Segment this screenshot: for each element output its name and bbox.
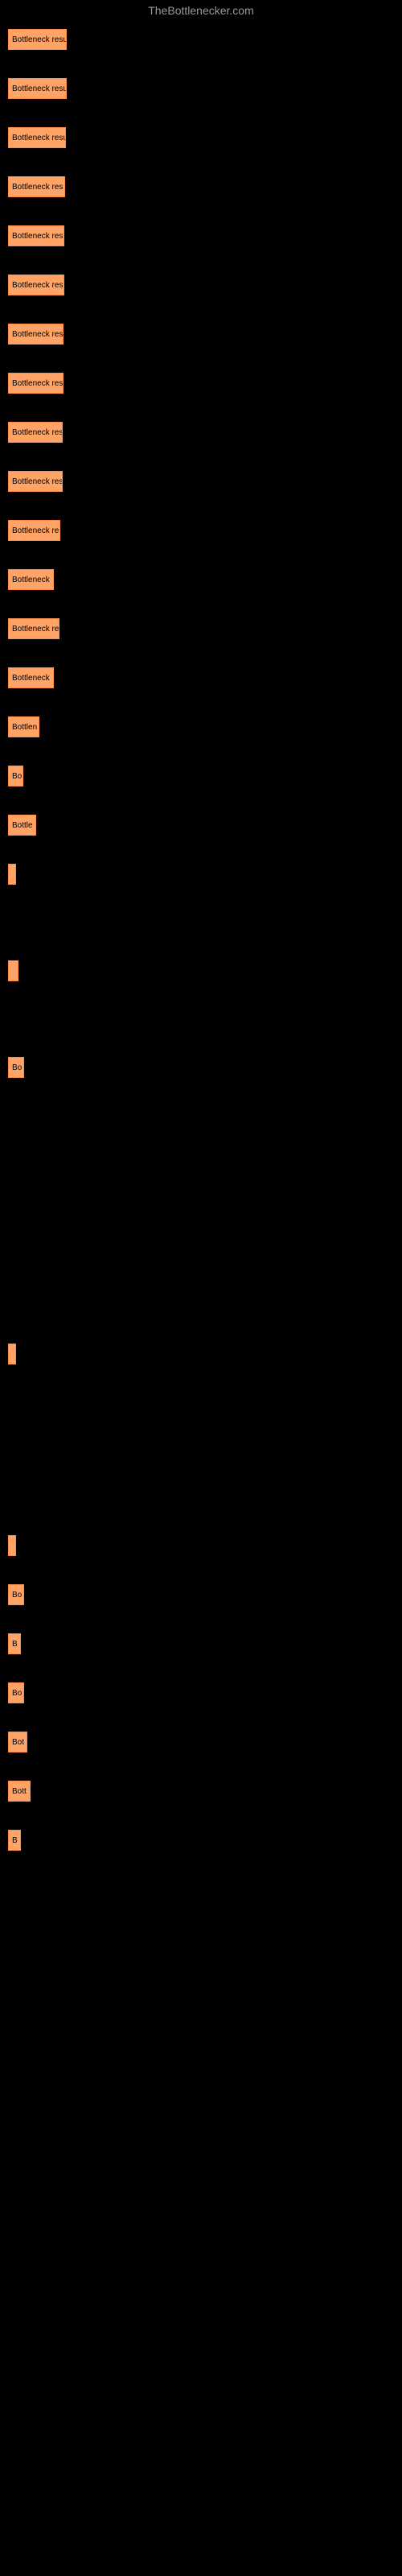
header-title: TheBottlenecker.com — [148, 4, 254, 17]
bar-row: Bottleneck res — [8, 471, 394, 492]
bar-row: Bo — [8, 1057, 394, 1078]
bar-row: Bo — [8, 766, 394, 786]
bar-row: B — [8, 1633, 394, 1654]
bar: Bottleneck — [8, 667, 54, 688]
bar-row — [8, 1488, 394, 1507]
bar: Bottleneck res — [8, 373, 64, 394]
bar-row: Bottleneck — [8, 667, 394, 688]
bar-row — [8, 1344, 394, 1364]
bar — [8, 1535, 16, 1556]
bar — [8, 864, 16, 885]
bar: Bo — [8, 1584, 24, 1605]
bar-row: Bottleneck res — [8, 422, 394, 443]
bar: Bottleneck — [8, 569, 54, 590]
bar-row: Bottleneck res — [8, 176, 394, 197]
chart-container: Bottleneck resu Bottleneck resu Bottleneck… — [0, 21, 402, 1887]
bar: Bottle — [8, 815, 36, 836]
bar-row: B — [8, 1830, 394, 1851]
bar: Bottleneck resu — [8, 78, 67, 99]
bar: B — [8, 1633, 21, 1654]
bar — [8, 1344, 16, 1364]
bar-row — [8, 1393, 394, 1412]
bar-row: Bottleneck re — [8, 618, 394, 639]
bar: Bottleneck res — [8, 275, 64, 295]
bar — [8, 960, 18, 981]
bar-row: Bottleneck resu — [8, 127, 394, 148]
bar: Bo — [8, 766, 23, 786]
bar-row: Bott — [8, 1781, 394, 1802]
bar-row: Bottleneck res — [8, 373, 394, 394]
bar-row: Bottleneck re — [8, 520, 394, 541]
bar-row — [8, 1009, 394, 1029]
bar-row — [8, 1201, 394, 1220]
bar: Bottleneck res — [8, 422, 63, 443]
bar-row — [8, 1249, 394, 1268]
bar: B — [8, 1830, 21, 1851]
bar-row: Bot — [8, 1732, 394, 1752]
bar: Bottleneck res — [8, 176, 65, 197]
bar-row — [8, 1154, 394, 1173]
bar: Bottlen — [8, 716, 39, 737]
bar-row — [8, 1296, 394, 1315]
bar-row — [8, 1535, 394, 1556]
bar-row — [8, 1440, 394, 1459]
bar-row: Bottleneck res — [8, 275, 394, 295]
bar-row — [8, 864, 394, 885]
bar-row: Bottle — [8, 815, 394, 836]
page-header: TheBottlenecker.com — [0, 0, 402, 21]
bar-row: Bottleneck res — [8, 225, 394, 246]
bar: Bo — [8, 1682, 24, 1703]
bar-row: Bo — [8, 1682, 394, 1703]
bar-row: Bottleneck resu — [8, 29, 394, 50]
bar: Bottleneck resu — [8, 29, 67, 50]
bar-row: Bottleneck — [8, 569, 394, 590]
bar: Bottleneck res — [8, 324, 64, 345]
bar-row — [8, 1106, 394, 1125]
bar: Bottleneck res — [8, 225, 64, 246]
bar-row: Bottleneck res — [8, 324, 394, 345]
bar: Bottleneck resu — [8, 127, 66, 148]
bar-row — [8, 913, 394, 932]
bar-row: Bottleneck resu — [8, 78, 394, 99]
bar-row — [8, 960, 394, 981]
bar: Bottleneck re — [8, 520, 60, 541]
bar-row: Bo — [8, 1584, 394, 1605]
bar: Bottleneck re — [8, 618, 59, 639]
bar: Bott — [8, 1781, 31, 1802]
bar-row: Bottlen — [8, 716, 394, 737]
bar: Bo — [8, 1057, 24, 1078]
bar: Bot — [8, 1732, 27, 1752]
bar: Bottleneck res — [8, 471, 63, 492]
